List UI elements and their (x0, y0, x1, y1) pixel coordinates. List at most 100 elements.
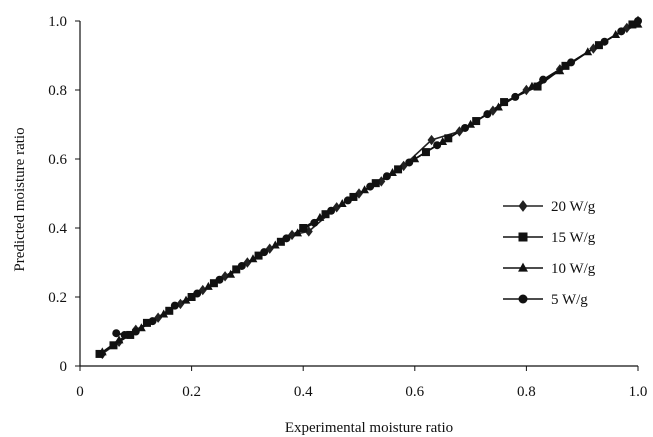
y-tick-label: 0.4 (48, 221, 67, 237)
legend-marker (518, 200, 528, 212)
legend-label: 10 W/g (551, 261, 596, 277)
data-point (494, 102, 503, 111)
data-point (438, 136, 448, 145)
legend: 20 W/g 15 W/g 10 W/g 5 W/g (503, 199, 596, 308)
data-point (539, 75, 548, 84)
data-point (142, 318, 151, 327)
data-point (382, 172, 391, 181)
data-point (237, 261, 246, 270)
data-point (444, 134, 453, 143)
data-point (148, 317, 157, 326)
data-point (622, 22, 631, 34)
data-point (410, 154, 420, 163)
data-point (270, 240, 280, 249)
data-point (248, 254, 258, 263)
data-point (561, 61, 570, 70)
data-point (366, 182, 375, 191)
data-point (349, 192, 358, 201)
data-point (472, 117, 481, 126)
data-point (293, 228, 303, 237)
axes (79, 21, 638, 367)
x-tick-label: 0.4 (294, 384, 313, 400)
x-axis-ticks: 0 0.2 0.4 0.6 0.8 1.0 (76, 366, 647, 400)
data-point (232, 265, 241, 274)
data-point (421, 148, 430, 157)
y-tick-label: 1.0 (48, 14, 67, 30)
legend-marker (518, 262, 528, 272)
data-point (617, 27, 626, 36)
data-point (388, 168, 397, 176)
data-point (203, 281, 213, 290)
data-point (405, 158, 414, 167)
y-tick-label: 0 (60, 359, 68, 375)
y-tick-label: 0.8 (48, 83, 67, 99)
data-point (181, 295, 191, 304)
data-point (600, 37, 609, 46)
data-point (120, 330, 129, 339)
data-point (131, 327, 140, 336)
data-point (461, 123, 470, 132)
data-point (500, 98, 509, 107)
y-axis-label: Predicted moisture ratio (12, 127, 28, 271)
legend-label: 20 W/g (551, 199, 596, 215)
data-point (193, 289, 202, 298)
series-points (95, 15, 643, 360)
data-point (187, 293, 196, 301)
data-point (522, 84, 531, 96)
data-point (511, 92, 520, 101)
data-point (321, 210, 330, 219)
data-point (282, 234, 291, 243)
data-point (337, 199, 347, 208)
data-point (394, 165, 403, 174)
data-point (427, 134, 436, 146)
data-point (371, 179, 380, 188)
data-point (165, 306, 174, 315)
data-point (310, 218, 319, 227)
data-point (315, 212, 325, 221)
data-point (355, 188, 363, 199)
data-point (299, 224, 308, 232)
x-tick-label: 0 (76, 384, 84, 400)
data-point (215, 275, 224, 284)
data-point (254, 251, 263, 260)
data-point (628, 20, 637, 29)
data-point (209, 279, 218, 288)
x-tick-label: 1.0 (629, 384, 648, 400)
data-point (112, 329, 121, 338)
data-point (276, 237, 285, 246)
data-point (97, 347, 107, 356)
data-point (466, 119, 475, 128)
data-point (634, 17, 642, 25)
data-point (483, 110, 492, 119)
data-point (343, 196, 352, 205)
data-point (126, 330, 135, 339)
x-tick-label: 0.6 (405, 384, 424, 400)
data-point (260, 248, 269, 257)
legend-marker (518, 232, 528, 242)
x-axis-label: Experimental moisture ratio (285, 420, 453, 436)
data-point (533, 82, 542, 91)
legend-label: 5 W/g (551, 292, 588, 308)
data-point (488, 105, 497, 116)
data-point (226, 269, 236, 278)
y-tick-label: 0.2 (48, 290, 67, 306)
data-point (527, 81, 537, 90)
data-point (136, 323, 146, 332)
data-point (159, 309, 169, 318)
x-tick-label: 0.2 (182, 384, 201, 400)
data-point (567, 58, 576, 67)
y-tick-label: 0.6 (48, 152, 67, 168)
data-point (170, 301, 179, 310)
data-point (433, 141, 442, 150)
data-point (594, 41, 603, 50)
data-point (611, 30, 621, 38)
data-point (555, 66, 565, 75)
legend-label: 15 W/g (551, 230, 596, 246)
data-point (327, 206, 336, 215)
y-axis-ticks: 0 0.2 0.4 0.6 0.8 1.0 (48, 14, 80, 375)
data-point (360, 185, 369, 194)
data-point (109, 341, 118, 350)
x-tick-label: 0.8 (517, 384, 536, 400)
data-point (114, 335, 124, 344)
